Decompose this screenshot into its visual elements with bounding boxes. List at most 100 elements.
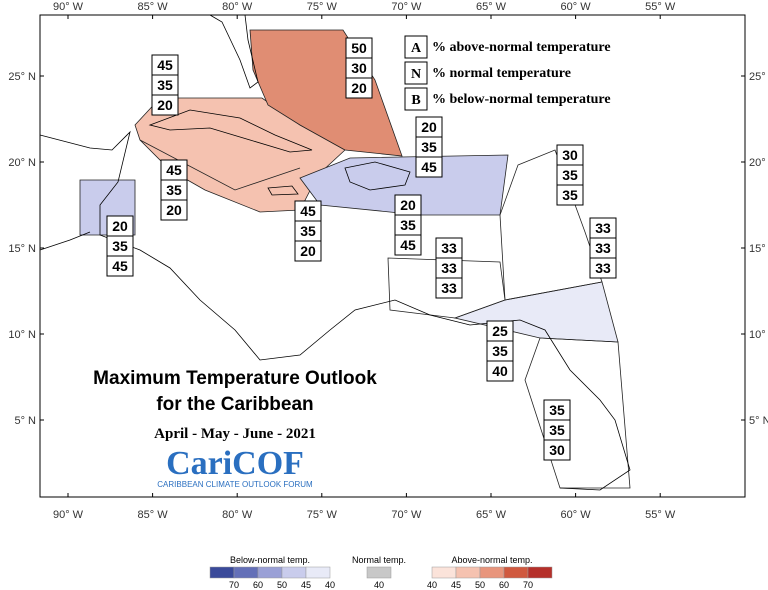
title: for the Caribbean: [156, 394, 313, 415]
probability-normal: 35: [421, 139, 437, 155]
coast-jamaica: [267, 185, 299, 196]
legend-tick: 60: [499, 580, 509, 590]
probability-normal: 33: [441, 260, 457, 276]
legend-swatch: [281, 566, 307, 579]
coast-florida: [209, 14, 259, 89]
period: April - May - June - 2021: [154, 426, 316, 442]
probability-normal: 33: [595, 240, 611, 256]
probability-above: 20: [400, 197, 416, 213]
probability-box: [415, 156, 443, 178]
legend-tick: 45: [301, 580, 311, 590]
probability-normal: 35: [549, 422, 565, 438]
legend-swatch: [209, 566, 235, 579]
lon-label: 55° W: [645, 1, 676, 13]
probability-normal: 35: [492, 343, 508, 359]
lon-label: 90° W: [53, 1, 84, 13]
legend-swatch: [257, 566, 283, 579]
coast-mainland: [39, 130, 631, 491]
key-letter: A: [411, 41, 422, 56]
legend-swatch: [527, 566, 553, 579]
lat-label: 25° N: [749, 71, 768, 83]
probability-above: 30: [562, 147, 578, 163]
coast-hispaniola: [344, 161, 411, 191]
probability-above: 20: [421, 119, 437, 135]
legend-tick: 70: [229, 580, 239, 590]
lon-label: 70° W: [391, 1, 422, 13]
probability-above: 45: [157, 57, 173, 73]
lon-label: 75° W: [307, 1, 338, 13]
probability-above: 33: [441, 240, 457, 256]
legend-tick: 45: [451, 580, 461, 590]
lon-label: 60° W: [561, 1, 592, 13]
probability-box: [556, 184, 584, 206]
legend-tick: 60: [253, 580, 263, 590]
coast-mexico: [39, 231, 91, 251]
probability-below: 20: [166, 202, 182, 218]
lat-label: 20° N: [8, 157, 36, 169]
map-frame: [39, 14, 746, 498]
key-text: % normal temperature: [432, 66, 571, 81]
title: Maximum Temperature Outlook: [93, 368, 377, 389]
probability-below: 33: [595, 260, 611, 276]
probability-box: [589, 257, 617, 279]
probability-above: 33: [595, 220, 611, 236]
lat-label: 10° N: [749, 329, 768, 341]
key-box: [404, 35, 428, 59]
legend-title: Normal temp.: [352, 555, 406, 565]
probability-box: [543, 439, 571, 461]
legend-title: Above-normal temp.: [451, 555, 532, 565]
key-box: [404, 87, 428, 111]
probability-normal: 35: [400, 217, 416, 233]
legend-swatch: [455, 566, 481, 579]
logo-subtitle: CARIBBEAN CLIMATE OUTLOOK FORUM: [157, 480, 313, 489]
probability-normal: 35: [562, 167, 578, 183]
legend-swatch: [366, 566, 392, 579]
probability-box: [486, 360, 514, 382]
probability-below: 30: [549, 442, 565, 458]
lon-label: 55° W: [645, 509, 676, 521]
probability-above: 35: [549, 402, 565, 418]
probability-below: 45: [112, 258, 128, 274]
region-border: [139, 139, 301, 191]
probability-normal: 35: [300, 223, 316, 239]
legend-tick: 50: [475, 580, 485, 590]
probability-above: 20: [112, 218, 128, 234]
probability-box: [435, 277, 463, 299]
probability-below: 20: [300, 243, 316, 259]
legend-swatch: [479, 566, 505, 579]
legend-tick: 40: [325, 580, 335, 590]
lon-label: 85° W: [138, 1, 169, 13]
probability-normal: 35: [157, 77, 173, 93]
legend-tick: 70: [523, 580, 533, 590]
lat-label: 15° N: [8, 243, 36, 255]
lon-label: 80° W: [222, 1, 253, 13]
probability-box: [294, 240, 322, 262]
legend-swatch: [233, 566, 259, 579]
probability-above: 25: [492, 323, 508, 339]
probability-box: [394, 234, 422, 256]
probability-normal: 35: [166, 182, 182, 198]
lon-label: 80° W: [222, 509, 253, 521]
probability-box: [345, 77, 373, 99]
legend-tick: 40: [427, 580, 437, 590]
key-text: % below-normal temperature: [432, 92, 611, 107]
lon-label: 70° W: [391, 509, 422, 521]
lon-label: 75° W: [307, 509, 338, 521]
probability-below: 45: [400, 237, 416, 253]
probability-box: [151, 94, 179, 116]
lon-label: 85° W: [138, 509, 169, 521]
probability-below: 20: [157, 97, 173, 113]
lat-label: 20° N: [749, 157, 768, 169]
lat-label: 5° N: [14, 415, 36, 427]
key-box: [404, 61, 428, 85]
probability-below: 33: [441, 280, 457, 296]
legend-tick: 40: [374, 580, 384, 590]
lon-label: 60° W: [561, 509, 592, 521]
lon-label: 65° W: [476, 1, 507, 13]
lat-label: 10° N: [8, 329, 36, 341]
logo: CariCOF: [166, 445, 304, 482]
probability-above: 45: [300, 203, 316, 219]
probability-normal: 35: [112, 238, 128, 254]
key-letter: N: [411, 67, 421, 82]
